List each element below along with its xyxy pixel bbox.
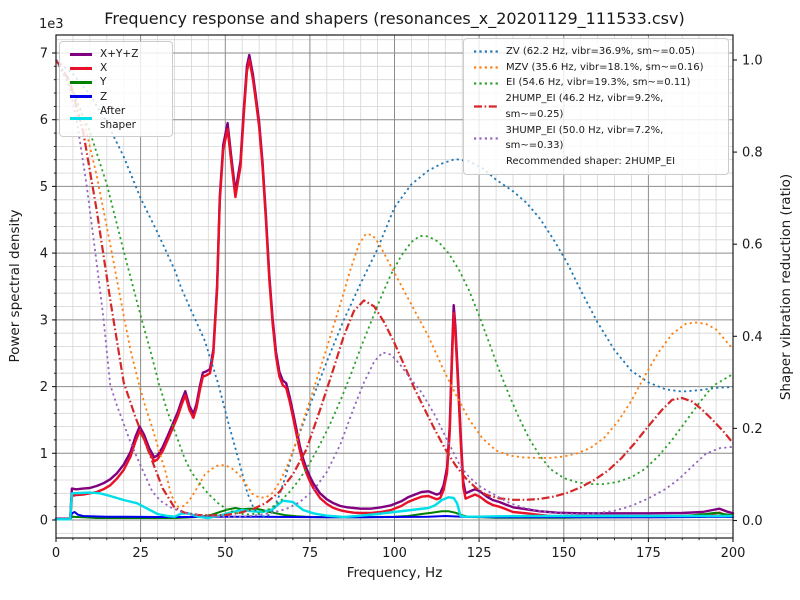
legend-item-3hump-ei: 3HUMP_EI (50.0 Hz, vibr=7.2%, sm~=0.33) (473, 123, 720, 154)
svg-text:2: 2 (40, 380, 48, 395)
shaper-series-group (55, 59, 734, 518)
series-After-shaper (54, 491, 735, 521)
legend-item-label: Y (100, 76, 107, 89)
legend-swatch-line (474, 105, 498, 108)
legend-swatch-line (70, 66, 92, 70)
legend-swatch-line (70, 95, 92, 99)
legend-psd: X+Y+Z X Y Z After shaper (59, 41, 173, 138)
legend-swatch-line (474, 50, 498, 53)
svg-text:6: 6 (40, 113, 48, 128)
svg-text:0.6: 0.6 (742, 238, 763, 253)
y-axis-offset-text: 1e3 (39, 17, 64, 32)
legend-swatch-line (474, 82, 498, 85)
legend-item-label: 2HUMP_EI (46.2 Hz, vibr=9.2%, sm~=0.25) (505, 93, 664, 120)
psd-series-group (54, 53, 735, 521)
svg-text:0.4: 0.4 (742, 330, 763, 345)
svg-text:1.0: 1.0 (742, 54, 763, 69)
series-2HUMP-EI (55, 59, 734, 517)
svg-text:50: 50 (217, 546, 234, 561)
svg-text:0: 0 (40, 514, 48, 529)
svg-text:125: 125 (467, 546, 492, 561)
legend-item-y: Y (69, 75, 164, 89)
svg-text:4: 4 (40, 247, 48, 262)
svg-text:0.0: 0.0 (742, 514, 763, 529)
series-ZV (55, 59, 734, 518)
series-EI (55, 59, 734, 516)
legend-item-x: X (69, 61, 164, 75)
legend-item-label: ZV (62.2 Hz, vibr=36.9%, sm~=0.05) (506, 46, 695, 57)
series-3HUMP-EI (55, 59, 734, 518)
legend-swatch-line (474, 137, 498, 140)
series-MZV (55, 59, 734, 508)
series-Z (55, 511, 734, 521)
legend-swatch-line (474, 66, 498, 69)
legend-item-label: Z (100, 90, 108, 103)
legend-shapers: ZV (62.2 Hz, vibr=36.9%, sm~=0.05) MZV (3… (463, 38, 729, 175)
svg-text:0.2: 0.2 (742, 422, 763, 437)
legend-item-label: MZV (35.6 Hz, vibr=18.1%, sm~=0.16) (506, 61, 704, 73)
legend-item-mzv: MZV (35.6 Hz, vibr=18.1%, sm~=0.16) (473, 60, 720, 76)
legend-swatch-line (70, 116, 92, 120)
legend-item-label: X+Y+Z (100, 48, 139, 60)
legend-item-label: EI (54.6 Hz, vibr=19.3%, sm~=0.11) (506, 77, 691, 89)
legend-item-label: After shaper (100, 104, 137, 132)
legend-item-label: 3HUMP_EI (50.0 Hz, vibr=7.2%, sm~=0.33) (505, 124, 664, 152)
svg-text:175: 175 (636, 546, 661, 561)
legend-item-x-y-z: X+Y+Z (69, 47, 164, 61)
legend-item-zv: ZV (62.2 Hz, vibr=36.9%, sm~=0.05) (473, 44, 720, 60)
legend-swatch-line (70, 81, 92, 84)
svg-text:150: 150 (551, 546, 576, 561)
svg-text:100: 100 (382, 546, 407, 561)
legend-item-z: Z (69, 90, 164, 104)
x-axis-label: Frequency, Hz (346, 565, 443, 581)
svg-text:0.8: 0.8 (742, 146, 763, 161)
svg-text:3: 3 (40, 313, 48, 328)
legend-item-2hump-ei: 2HUMP_EI (46.2 Hz, vibr=9.2%, sm~=0.25) (473, 91, 720, 122)
y-axis-left-label: Power spectral density (7, 209, 23, 363)
recommended-shaper-text: Recommended shaper: 2HUMP_EI (506, 155, 676, 167)
series-X (54, 58, 735, 521)
axis-ticks: 0 25 50 75 100 125 150 175 200 0 1 2 3 4 5 6 7 0.0 0.2 0.4 0… (40, 47, 763, 561)
legend-item-ei: EI (54.6 Hz, vibr=19.3%, sm~=0.11) (473, 75, 720, 91)
svg-text:0: 0 (52, 546, 60, 561)
legend-item-label: X (100, 62, 108, 75)
svg-text:200: 200 (721, 546, 746, 561)
y-axis-right-label: Shaper vibration reduction (ratio) (778, 173, 794, 401)
svg-text:5: 5 (40, 180, 48, 195)
svg-text:25: 25 (132, 546, 149, 561)
svg-text:7: 7 (40, 47, 48, 62)
svg-text:1: 1 (40, 447, 48, 462)
svg-text:75: 75 (302, 546, 319, 561)
chart-title: Frequency response and shapers (resonanc… (104, 9, 685, 28)
legend-swatch-line (70, 52, 92, 56)
legend-item-after: After shaper (69, 104, 164, 132)
